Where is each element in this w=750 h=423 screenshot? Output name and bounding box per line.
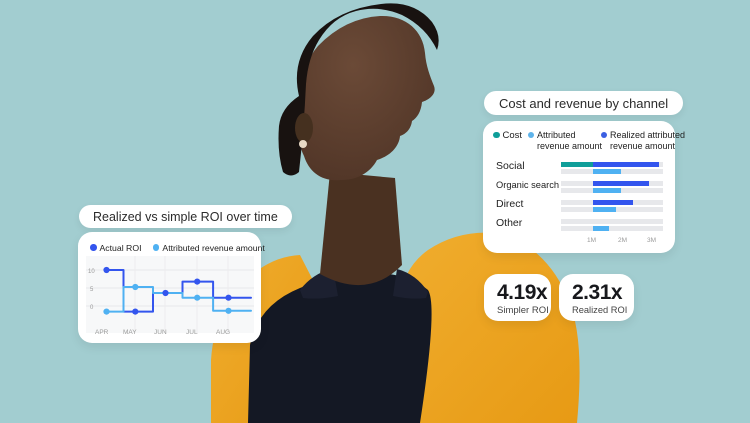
svg-text:10: 10 [88,269,95,275]
